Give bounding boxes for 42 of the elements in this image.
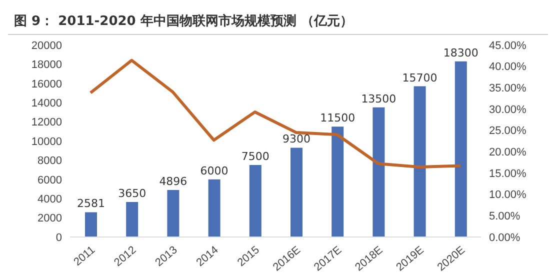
data-label: 4896 — [159, 175, 188, 188]
y2-tick-label: 30.00% — [489, 104, 527, 116]
y2-tick-label: 40.00% — [489, 61, 527, 74]
bar — [167, 190, 180, 237]
data-label: 11500 — [320, 112, 356, 125]
data-label: 13500 — [361, 92, 396, 106]
bar — [414, 86, 426, 237]
chart-title: 图 9： 2011-2020 年中国物联网市场规模预测 （亿元） — [8, 8, 548, 35]
y-tick-label: 16000 — [31, 78, 62, 90]
bar — [332, 126, 344, 237]
y-tick-label: 6000 — [38, 174, 62, 186]
data-label: 3650 — [118, 186, 146, 200]
y-tick-label: 14000 — [31, 98, 62, 110]
data-label: 7500 — [241, 150, 270, 163]
y-tick-label: 0 — [56, 232, 62, 244]
y-tick-label: 8000 — [38, 155, 62, 168]
y-tick-label: 18000 — [31, 59, 62, 72]
data-label: 6000 — [200, 164, 228, 178]
data-label: 18300 — [443, 46, 478, 60]
y-tick-label: 20000 — [31, 40, 62, 52]
bar — [85, 212, 97, 237]
y2-tick-label: 45.00% — [489, 40, 527, 52]
bar — [454, 61, 467, 237]
data-label: 15700 — [402, 71, 438, 84]
bar — [249, 165, 262, 237]
bar — [126, 202, 138, 237]
y-tick-label: 10000 — [31, 136, 62, 148]
y2-tick-label: 0.00% — [489, 232, 520, 244]
y2-tick-label: 10.00% — [489, 189, 527, 202]
y2-tick-label: 20.00% — [489, 146, 527, 159]
y-tick-label: 2000 — [38, 212, 62, 225]
y2-tick-label: 5.00% — [489, 210, 520, 223]
bar — [290, 148, 302, 237]
bar — [208, 179, 220, 237]
y-tick-label: 4000 — [38, 194, 62, 206]
bar — [372, 107, 385, 237]
data-label: 2581 — [77, 197, 105, 210]
y-tick-label: 12000 — [31, 116, 62, 129]
data-label: 9300 — [282, 132, 310, 146]
y2-tick-label: 15.00% — [489, 168, 527, 180]
y2-tick-label: 25.00% — [489, 125, 527, 138]
y2-tick-label: 35.00% — [489, 82, 527, 95]
